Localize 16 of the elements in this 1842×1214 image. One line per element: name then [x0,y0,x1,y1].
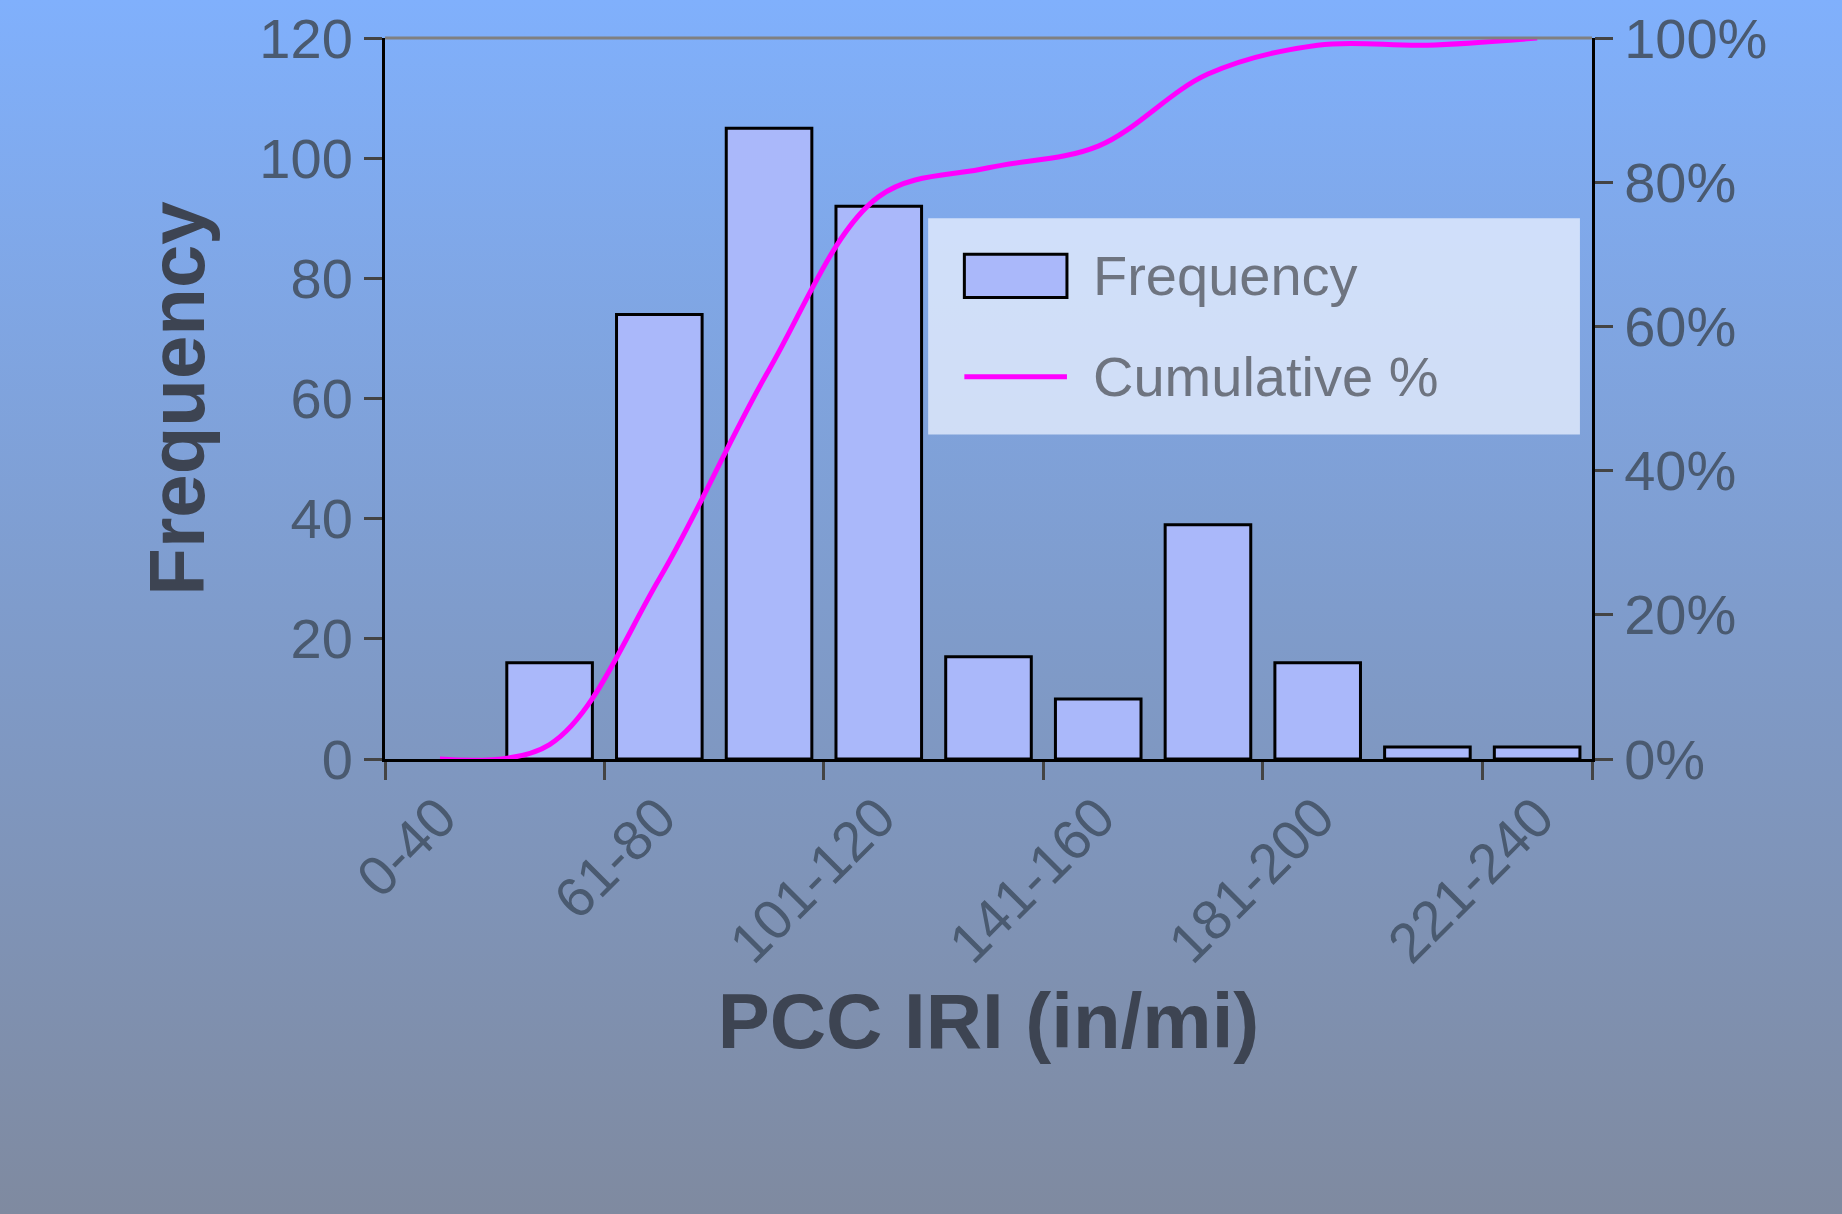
y-tick-label: 80 [290,246,353,310]
y-tick-label: 40 [290,487,353,551]
y2-tick-label: 40% [1624,439,1737,503]
y2-tick-label: 0% [1624,727,1706,791]
y2-tick-label: 20% [1624,583,1737,647]
x-axis-title: PCC IRI (in/mi) [717,976,1260,1065]
y2-tick-label: 60% [1624,295,1737,358]
y2-tick-label: 80% [1624,150,1737,214]
y-tick-label: 60 [290,367,353,431]
legend-label: Frequency [1093,244,1358,307]
y2-tick-label: 100% [1624,6,1768,70]
y-tick-label: 120 [259,6,353,70]
y-tick-label: 100 [259,126,353,190]
y-tick-label: 20 [290,607,353,671]
y-axis-title: Frequency [132,201,221,596]
legend-label: Cumulative % [1093,345,1439,408]
